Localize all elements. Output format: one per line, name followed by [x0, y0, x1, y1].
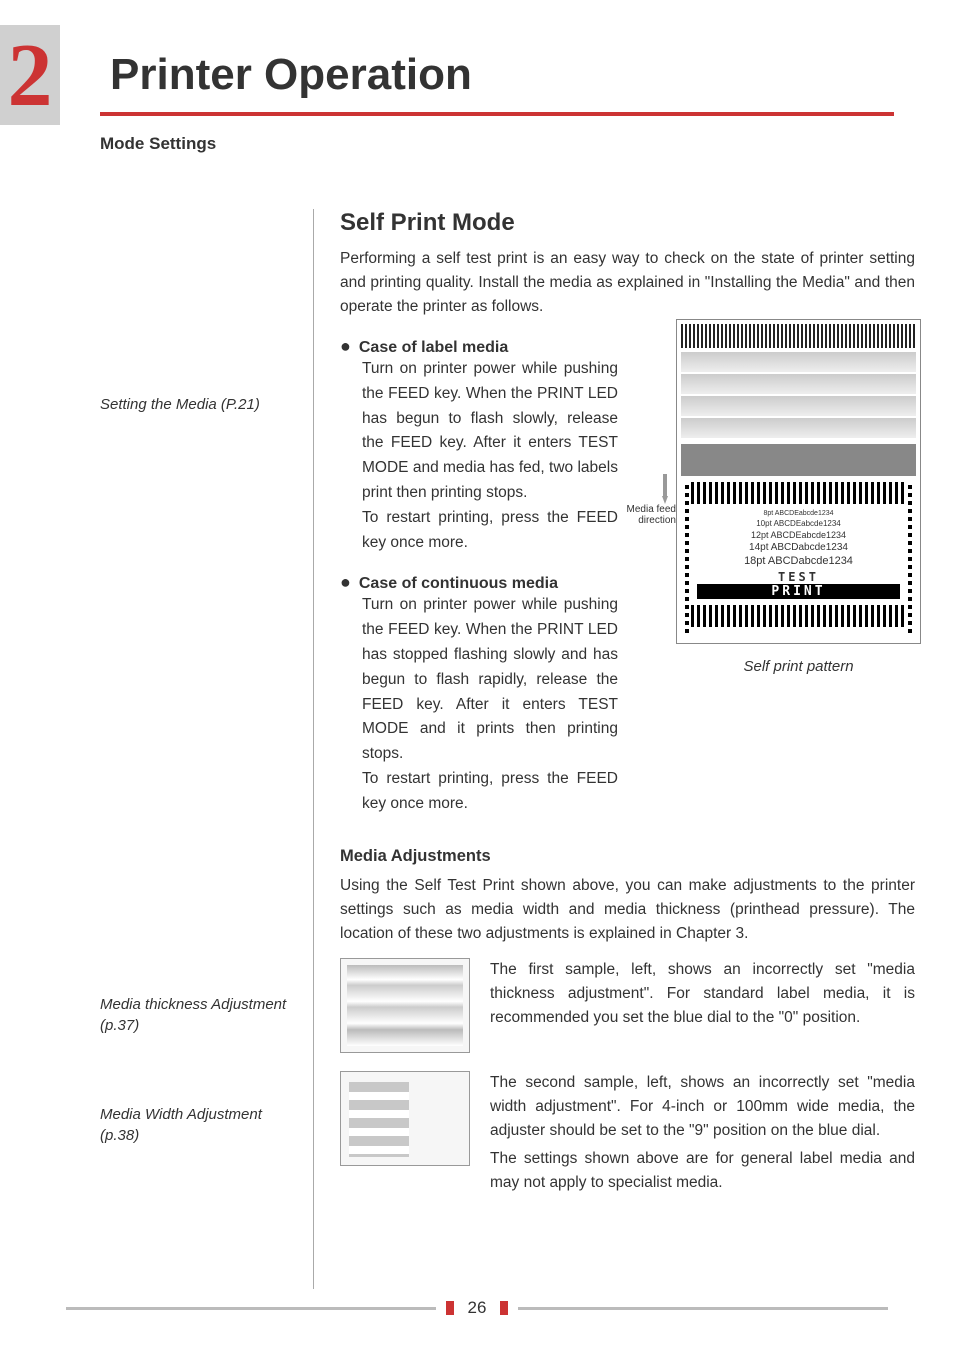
figure-fontline-18pt: 18pt ABCDabcde1234: [677, 555, 920, 567]
feed-arrow-icon: [662, 474, 668, 504]
bullet-icon: ●: [340, 573, 351, 591]
bullet-heading-label-media: Case of label media: [359, 339, 508, 357]
figure-fontline-10pt: 10pt ABCDEabcde1234: [677, 520, 920, 529]
chapter-title: Printer Operation: [110, 30, 894, 112]
figure-print-label: PRINT: [697, 584, 900, 599]
sample-thickness-figure: [340, 958, 470, 1053]
bullet1-para1: Turn on printer power while pushing the …: [340, 357, 618, 506]
sidenote-setting-media: Setting the Media (P.21): [100, 394, 305, 415]
page-number: 26: [464, 1298, 491, 1318]
self-print-figure: 8pt ABCDEabcde1234 10pt ABCDEabcde1234 1…: [676, 319, 921, 644]
page-footer: 26: [0, 1298, 954, 1318]
bullet-heading-continuous-media: Case of continuous media: [359, 575, 558, 593]
heading-self-print-mode: Self Print Mode: [340, 209, 915, 237]
adjust-intro: Using the Self Test Print shown above, y…: [340, 874, 915, 946]
feed-arrow-label: Media feed direction: [624, 504, 676, 526]
section-label: Mode Settings: [100, 134, 894, 154]
sample2-text-a: The second sample, left, shows an incorr…: [490, 1071, 915, 1143]
bullet1-para2: To restart printing, press the FEED key …: [340, 506, 618, 556]
figure-test-label: TEST: [677, 570, 920, 584]
figure-fontline-12pt: 12pt ABCDEabcde1234: [677, 531, 920, 541]
title-rule: [100, 112, 894, 116]
column-divider: [313, 209, 314, 1289]
bullet2-para2: To restart printing, press the FEED key …: [340, 767, 618, 817]
sidenote-width: Media Width Adjustment (p.38): [100, 1104, 305, 1146]
bullet-icon: ●: [340, 337, 351, 355]
bullet2-para1: Turn on printer power while pushing the …: [340, 593, 618, 767]
sidenote-thickness: Media thickness Adjustment (p.37): [100, 994, 305, 1036]
sample1-text: The first sample, left, shows an incorre…: [490, 958, 915, 1053]
chapter-number: 2: [8, 24, 53, 127]
figure-fontline-8pt: 8pt ABCDEabcde1234: [677, 510, 920, 518]
sample-width-figure: [340, 1071, 470, 1166]
chapter-number-block: 2: [0, 25, 60, 125]
figure-fontline-14pt: 14pt ABCDabcde1234: [677, 542, 920, 553]
figure-caption: Self print pattern: [676, 658, 921, 675]
sample2-text-b: The settings shown above are for general…: [490, 1147, 915, 1195]
heading-media-adjustments: Media Adjustments: [340, 847, 915, 866]
intro-paragraph: Performing a self test print is an easy …: [340, 247, 915, 319]
